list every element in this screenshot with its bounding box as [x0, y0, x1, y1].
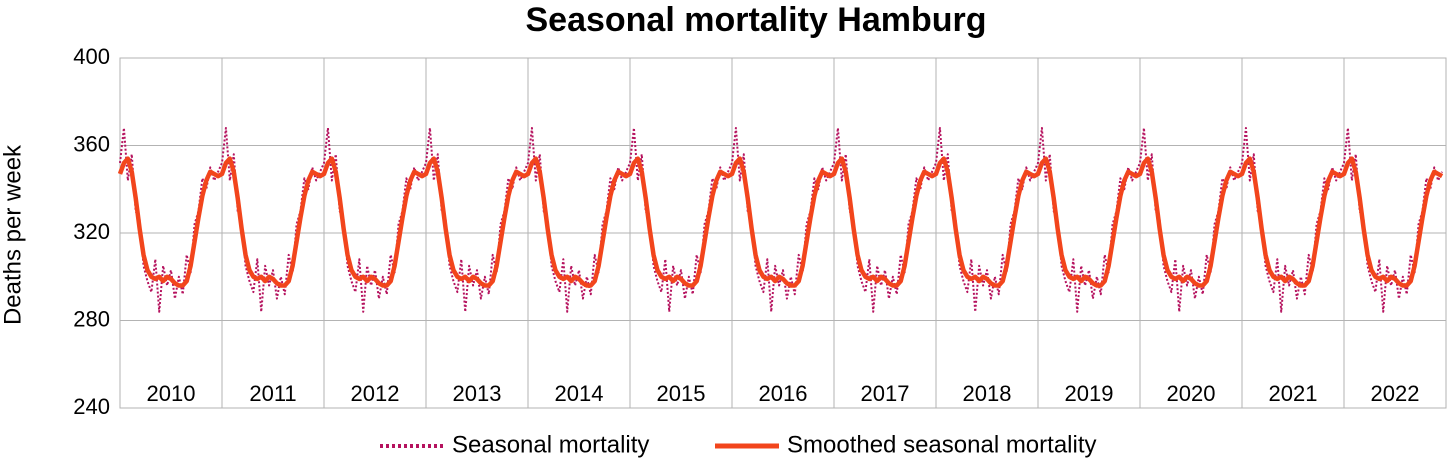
- legend-label: Smoothed seasonal mortality: [787, 431, 1097, 458]
- x-tick-label: 2020: [1167, 381, 1216, 406]
- legend-label: Seasonal mortality: [452, 431, 649, 458]
- y-tick-label: 360: [73, 131, 110, 156]
- y-tick-label: 280: [73, 306, 110, 331]
- x-tick-label: 2017: [861, 381, 910, 406]
- x-tick-label: 2016: [759, 381, 808, 406]
- y-tick-label: 400: [73, 44, 110, 69]
- y-tick-label: 320: [73, 219, 110, 244]
- x-tick-label: 2015: [657, 381, 706, 406]
- series-line: [119, 127, 1443, 313]
- x-tick-label: 2014: [555, 381, 604, 406]
- x-tick-label: 2010: [147, 381, 196, 406]
- plot-border: [119, 57, 1447, 409]
- chart-title: Seasonal mortality Hamburg: [525, 1, 986, 39]
- x-tick-label: 2011: [249, 381, 296, 406]
- y-tick-label: 240: [73, 394, 110, 419]
- x-tick-label: 2013: [453, 381, 502, 406]
- x-tick-label: 2012: [351, 381, 400, 406]
- x-tick-label: 2019: [1065, 381, 1114, 406]
- x-tick-label: 2021: [1269, 381, 1318, 406]
- x-tick-label: 2018: [963, 381, 1012, 406]
- x-tick-label: 2022: [1371, 381, 1420, 406]
- y-axis-title: Deaths per week: [0, 144, 26, 325]
- series-line: [117, 156, 1444, 288]
